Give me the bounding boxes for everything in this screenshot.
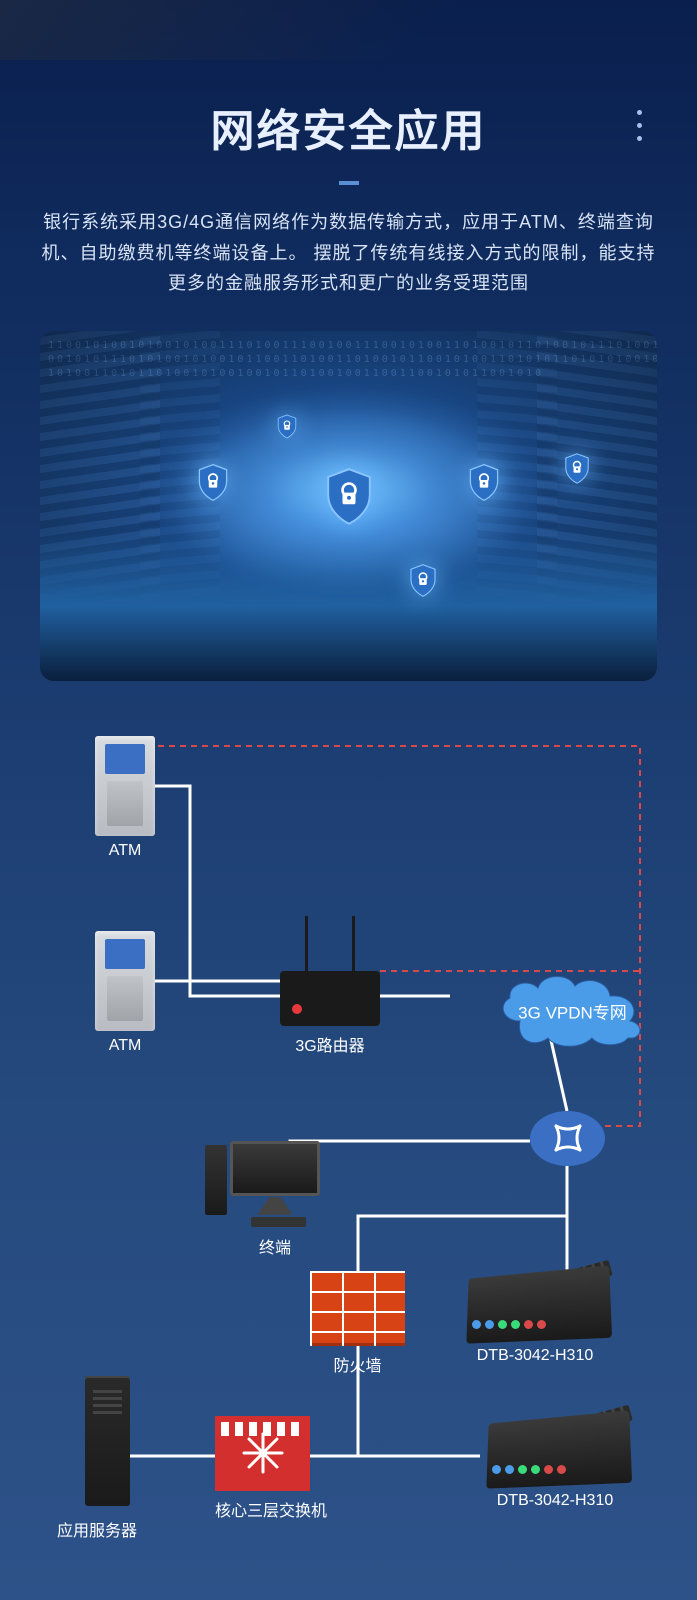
node-ipc2: DTB-3042-H310 [480,1416,630,1510]
network-diagram: ATM ATM 3G路由器 3G VPDN专网 终端防火墙 DTB-3042-H310… [0,716,697,1546]
node-router: 3G路由器 [280,971,380,1056]
node-label: 防火墙 [310,1352,405,1376]
shield-icon [196,463,230,507]
node-label: 应用服务器 [57,1517,137,1541]
shield-icon [323,466,375,531]
shield-icon [276,414,298,444]
shield-icon [467,463,501,507]
shield-icon [563,452,591,489]
page-description: 银行系统采用3G/4G通信网络作为数据传输方式，应用于ATM、终端查询机、自助缴… [0,185,697,299]
node-ipc1: DTB-3042-H310 [460,1271,610,1365]
node-server: 应用服务器 [85,1376,130,1506]
node-label: DTB-3042-H310 [480,1492,630,1510]
node-label: ATM [95,1037,155,1055]
shield-icon [408,563,438,603]
hero-image: 1100101001010010100111010011100100111001… [40,331,657,681]
menu-dots-icon[interactable] [637,110,642,141]
node-label: DTB-3042-H310 [460,1347,610,1365]
node-terminal: 终端 [230,1141,320,1258]
node-label: 终端 [230,1234,320,1258]
node-label: 3G路由器 [280,1032,380,1056]
node-atm1: ATM [95,736,155,860]
node-hub [530,1111,605,1166]
node-firewall: 防火墙 [310,1271,405,1376]
node-label: 核心三层交换机 [215,1497,327,1521]
node-label: ATM [95,842,155,860]
node-atm2: ATM [95,931,155,1055]
node-switch: 核心三层交换机 [215,1416,327,1521]
node-cloud: 3G VPDN专网 [490,966,655,1056]
